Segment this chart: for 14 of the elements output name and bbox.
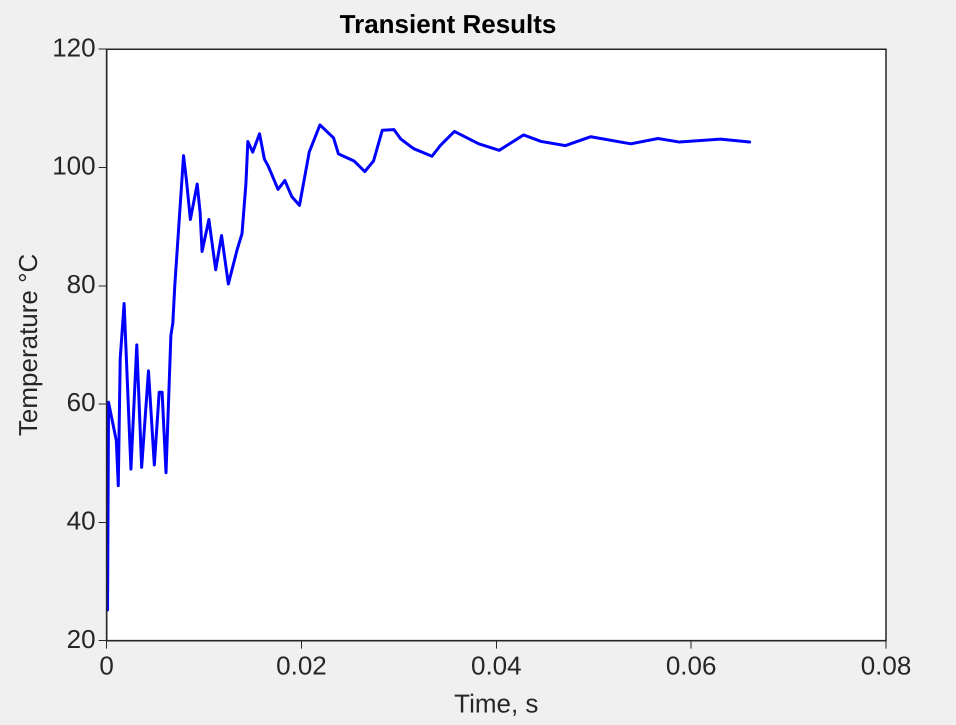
- y-tick-label: 60: [66, 387, 96, 418]
- y-tick-label: 20: [66, 624, 96, 654]
- y-tick-label: 80: [66, 268, 96, 299]
- chart-title: Transient Results: [340, 8, 556, 39]
- y-axis-title: Temperature °C: [12, 254, 43, 436]
- x-axis-title: Time, s: [454, 688, 538, 719]
- y-tick-label: 40: [66, 505, 96, 536]
- x-tick-label: 0.02: [276, 650, 327, 680]
- x-tick-label: 0.04: [470, 650, 522, 680]
- x-tick-label: 0: [99, 650, 114, 680]
- x-tick-label: 0.08: [860, 650, 912, 680]
- x-tick-label: 0.06: [666, 650, 716, 680]
- y-tick-label: 100: [52, 150, 96, 181]
- y-tick-label: 120: [52, 32, 96, 62]
